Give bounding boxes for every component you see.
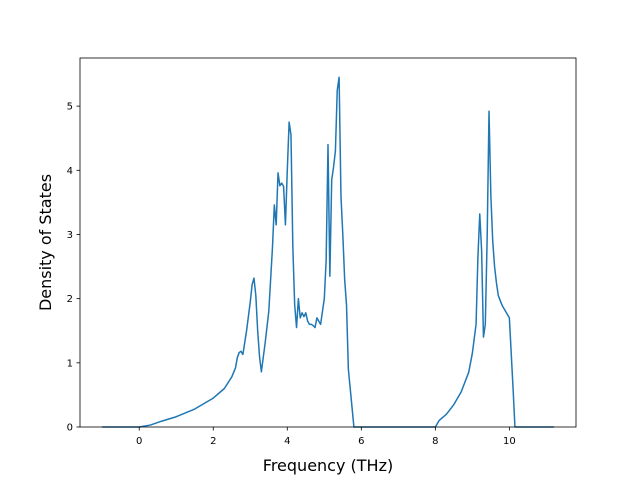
y-tick-label: 2 — [67, 294, 73, 305]
y-tick-label: 3 — [67, 230, 73, 241]
y-axis-ticks: 0 1 2 3 4 5 — [67, 102, 80, 434]
y-tick-label: 1 — [67, 358, 73, 369]
y-tick-label: 0 — [67, 423, 73, 434]
x-axis-ticks: 0 2 4 6 8 10 — [136, 427, 516, 447]
axes-frame — [79, 57, 577, 428]
x-tick-label: 0 — [136, 436, 142, 447]
x-tick-label: 2 — [210, 436, 216, 447]
x-tick-label: 4 — [284, 436, 290, 447]
series-line-layer — [102, 76, 554, 428]
x-tick-label: 8 — [432, 436, 438, 447]
x-tick-label: 10 — [503, 436, 516, 447]
x-axis-title: Frequency (THz) — [263, 456, 393, 475]
y-tick-label: 4 — [67, 166, 73, 177]
y-tick-label: 5 — [67, 102, 73, 113]
x-tick-label: 6 — [358, 436, 364, 447]
y-axis-title: Density of States — [36, 174, 55, 311]
series-line — [102, 76, 554, 428]
